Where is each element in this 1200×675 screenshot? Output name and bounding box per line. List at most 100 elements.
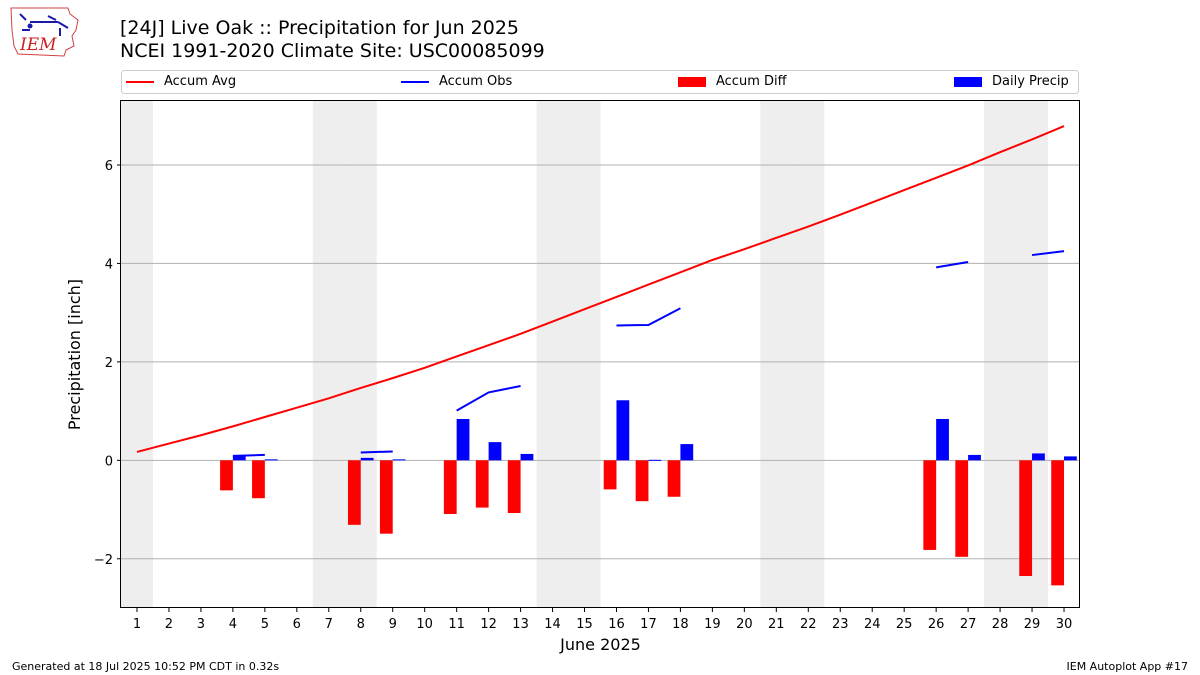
xtick-label: 21 — [768, 617, 785, 632]
accum-obs-line-segment-2 — [360, 450, 393, 454]
svg-text:IEM: IEM — [19, 35, 57, 55]
daily-precip-bar-day-4 — [232, 455, 246, 461]
legend-item-daily-precip: Daily Precip — [954, 74, 1069, 89]
xtick-label: 25 — [896, 617, 913, 632]
legend-swatch-accum-avg — [126, 80, 154, 83]
legend-label-accum-obs: Accum Obs — [439, 74, 513, 89]
accum-diff-bar-day-30 — [1051, 460, 1065, 586]
ytick-label: 4 — [105, 257, 113, 272]
accum-diff-bar-day-29 — [1019, 460, 1033, 577]
plot-frame — [120, 100, 1080, 608]
legend-item-accum-avg: Accum Avg — [126, 74, 236, 89]
xtick-label: 29 — [1024, 617, 1041, 632]
accum-diff-bar-day-5 — [252, 460, 265, 499]
xtick-label: 22 — [800, 617, 817, 632]
xtick-label: 17 — [640, 617, 657, 632]
xtick-label: 4 — [229, 617, 237, 632]
accum-diff-bar-day-26 — [923, 460, 937, 550]
legend-label-accum-avg: Accum Avg — [164, 74, 237, 89]
accum-diff-bar-day-8 — [347, 460, 361, 525]
chart-legend: Accum Avg Accum Obs Accum Diff Daily Pre… — [121, 70, 1079, 94]
accum-obs-line-segment-6 — [1031, 250, 1065, 257]
legend-swatch-accum-obs — [401, 80, 429, 83]
iem-logo: IEM — [8, 6, 80, 58]
xtick-label: 20 — [736, 617, 753, 632]
daily-precip-bar-day-12 — [488, 442, 502, 461]
xtick-label: 11 — [448, 617, 465, 632]
xtick-label: 23 — [832, 617, 849, 632]
xtick-label: 6 — [293, 617, 301, 632]
xtick-label: 16 — [608, 617, 625, 632]
legend-swatch-daily-precip — [954, 76, 982, 87]
chart-title: [24J] Live Oak :: Precipitation for Jun … — [120, 17, 520, 39]
daily-precip-bar-day-5 — [264, 459, 278, 461]
xtick-label: 3 — [197, 617, 205, 632]
accum-obs-line-segment-4 — [616, 307, 681, 327]
weekend-shade-day-7 — [312, 101, 345, 608]
daily-precip-bar-day-16 — [616, 400, 630, 461]
y-axis-label: Precipitation [inch] — [65, 279, 84, 430]
xtick-label: 2 — [165, 617, 173, 632]
ytick-label: 0 — [105, 454, 113, 469]
xtick-label: 15 — [576, 617, 593, 632]
xtick-label: 24 — [864, 617, 881, 632]
xtick-label: 1 — [133, 617, 141, 632]
accum-diff-bar-day-11 — [443, 460, 457, 514]
accum-diff-bar-day-4 — [220, 460, 233, 491]
xtick-label: 14 — [544, 617, 561, 632]
xtick-label: 28 — [992, 617, 1009, 632]
daily-precip-bar-day-26 — [936, 418, 949, 461]
xtick-label: 27 — [960, 617, 977, 632]
ytick-label: 2 — [105, 356, 113, 371]
legend-item-accum-obs: Accum Obs — [401, 74, 512, 89]
weekend-shade-day-22 — [792, 101, 825, 608]
xtick-label: 18 — [672, 617, 689, 632]
accum-obs-line-segment-1 — [232, 453, 265, 457]
x-axis-label: June 2025 — [559, 635, 641, 654]
weekend-shade-day-28 — [984, 101, 1017, 608]
daily-precip-bar-day-11 — [456, 418, 470, 461]
xtick-label: 9 — [389, 617, 397, 632]
xtick-label: 5 — [261, 617, 269, 632]
xtick-label: 10 — [416, 617, 433, 632]
ytick-label: 6 — [105, 159, 113, 174]
legend-label-daily-precip: Daily Precip — [992, 74, 1069, 89]
legend-swatch-accum-diff — [678, 76, 706, 87]
legend-item-accum-diff: Accum Diff — [678, 74, 787, 89]
accum-avg-line — [136, 125, 1065, 453]
accum-obs-line-segment-3 — [456, 385, 521, 412]
xtick-label: 13 — [512, 617, 529, 632]
weekend-shade-day-1 — [121, 101, 153, 608]
weekend-shade-day-15 — [568, 101, 601, 608]
weekend-shade-day-14 — [536, 101, 569, 608]
accum-diff-bar-day-9 — [379, 460, 393, 534]
xtick-label: 12 — [480, 617, 497, 632]
daily-precip-bar-day-18 — [680, 444, 694, 461]
xtick-label: 30 — [1056, 617, 1073, 632]
accum-obs-line-segment-5 — [935, 260, 969, 269]
app-credit: IEM Autoplot App #17 — [1066, 660, 1189, 673]
accum-diff-bar-day-16 — [603, 460, 617, 490]
chart-subtitle: NCEI 1991-2020 Climate Site: USC00085099 — [120, 40, 545, 62]
accum-diff-bar-day-12 — [475, 460, 489, 508]
daily-precip-bar-day-8 — [360, 457, 374, 461]
legend-label-accum-diff: Accum Diff — [716, 74, 787, 89]
xtick-label: 26 — [928, 617, 945, 632]
ytick-label: −2 — [94, 553, 113, 568]
daily-precip-bar-day-30 — [1064, 456, 1077, 461]
weekend-shade-day-8 — [344, 101, 377, 608]
daily-precip-bar-day-27 — [968, 454, 981, 461]
daily-precip-bar-day-17 — [648, 459, 662, 461]
xtick-label: 19 — [704, 617, 721, 632]
accum-diff-bar-day-17 — [635, 460, 649, 502]
generated-timestamp: Generated at 18 Jul 2025 10:52 PM CDT in… — [12, 660, 280, 673]
weekend-shade-day-21 — [760, 101, 793, 608]
accum-diff-bar-day-18 — [667, 460, 681, 497]
xtick-label: 7 — [325, 617, 333, 632]
daily-precip-bar-day-13 — [520, 453, 534, 461]
daily-precip-bar-day-29 — [1032, 453, 1045, 461]
accum-diff-bar-day-27 — [955, 460, 969, 557]
daily-precip-bar-day-9 — [392, 459, 406, 461]
accum-diff-bar-day-13 — [507, 460, 521, 513]
